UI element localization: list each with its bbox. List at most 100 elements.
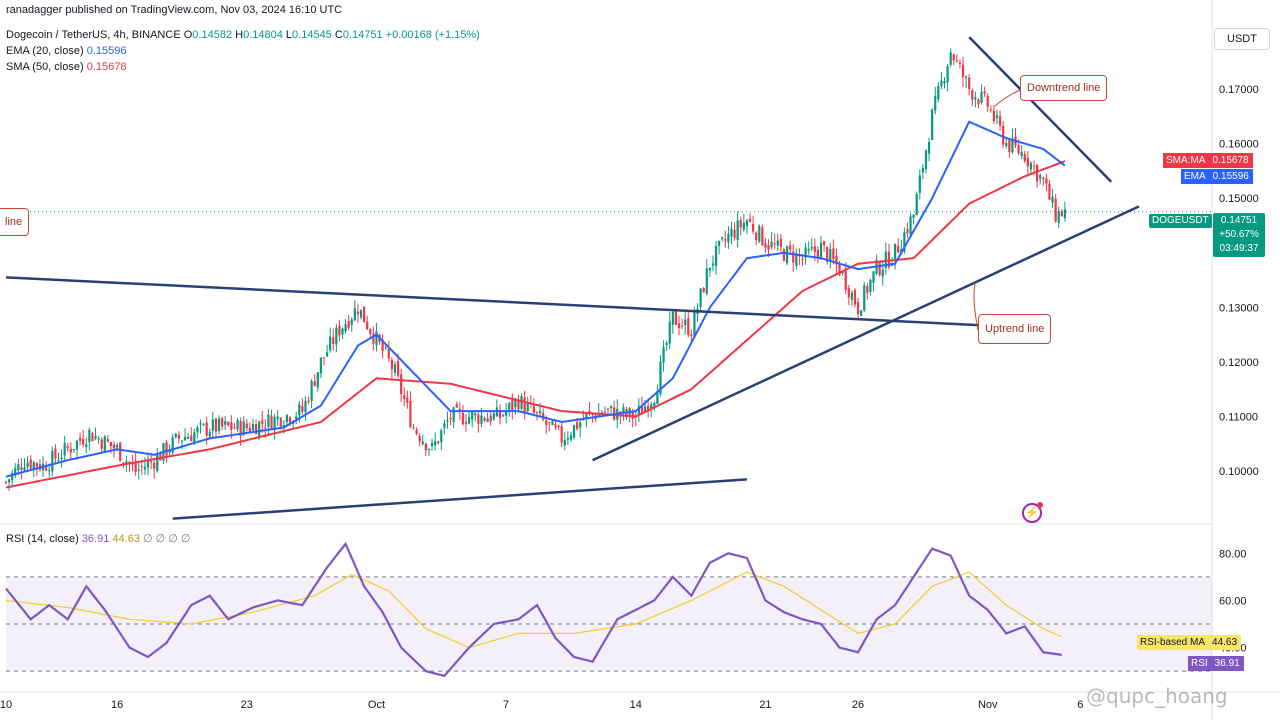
candle-body	[795, 253, 798, 266]
candle-body	[94, 435, 97, 439]
candle-body	[965, 76, 968, 79]
candle-body	[810, 247, 813, 249]
close-value: 0.14751	[342, 29, 383, 41]
candle-body	[687, 318, 690, 336]
doge-tag-timer: 03:49:37	[1219, 243, 1259, 254]
candle-body	[375, 331, 378, 345]
candle-body	[572, 425, 576, 438]
candle-body	[23, 467, 26, 471]
candle-body	[668, 321, 671, 344]
trendlines[interactable]	[5, 36, 1140, 520]
candle-body	[359, 309, 363, 318]
candle-body	[1008, 140, 1011, 153]
candle-body	[140, 466, 143, 468]
candle-body	[1057, 211, 1060, 223]
time-tick-label: 7	[503, 699, 509, 711]
candle-body	[532, 406, 536, 413]
currency-button[interactable]: USDT	[1214, 28, 1270, 50]
candle-body	[680, 325, 684, 327]
candle-body	[974, 97, 977, 100]
candle-body	[14, 468, 17, 476]
rsi-ma-line	[5, 571, 1063, 649]
candle-body	[122, 462, 125, 464]
candle-body	[66, 446, 69, 449]
candle-body	[887, 251, 891, 268]
candle-body	[304, 400, 307, 413]
sma-tag-value: 0.15678	[1208, 153, 1253, 168]
sma-label: SMA (50, close)	[6, 61, 84, 73]
rsi-value: 36.91	[81, 533, 110, 545]
candle-body	[350, 319, 353, 325]
uptrend-callout: Uptrend line	[978, 314, 1052, 344]
time-tick-label: Nov	[978, 699, 998, 711]
candle-body	[600, 412, 603, 414]
candle-body	[813, 246, 816, 252]
lightning-icon[interactable]: ⚡	[1022, 502, 1043, 523]
candle-body	[856, 302, 860, 314]
candle-body	[542, 412, 545, 420]
candle-body	[464, 421, 468, 424]
candle-body	[483, 417, 486, 421]
candle-body	[659, 361, 662, 395]
candle-body	[869, 279, 872, 293]
candle-body	[742, 222, 745, 230]
candle-body	[912, 214, 915, 218]
candle-body	[579, 422, 582, 428]
candle-body	[180, 440, 184, 442]
doge-tag-change: +50.67%	[1219, 229, 1259, 240]
sma-price-tag: SMA:MA 0.15678	[1163, 153, 1253, 168]
ema-legend: EMA (20, close) 0.15596	[6, 45, 126, 57]
candle-body	[381, 339, 384, 351]
candle-body	[915, 194, 918, 216]
candle-body	[267, 414, 270, 427]
axes: 0.100000.110000.120000.130000.140000.150…	[0, 84, 1259, 711]
candle-body	[341, 328, 344, 335]
candle-body	[792, 251, 795, 263]
rsi-tick-label: 60.00	[1219, 595, 1247, 607]
candle-body	[1002, 126, 1005, 145]
watermark: @qupc_hoang	[1086, 684, 1228, 708]
candle-body	[214, 418, 218, 432]
candle-body	[489, 415, 492, 422]
candle-body	[511, 399, 514, 410]
notification-dot	[1037, 502, 1043, 508]
candle-body	[72, 449, 76, 451]
candle-body	[705, 268, 708, 294]
candle-body	[718, 240, 721, 246]
candle-body	[307, 400, 310, 403]
candle-body	[258, 421, 261, 437]
sma-50-line	[5, 160, 1066, 489]
candle-body	[557, 425, 560, 428]
candle-body	[100, 439, 103, 449]
candle-body	[434, 441, 437, 446]
ema-tag-value: 0.15596	[1208, 169, 1253, 184]
candle-body	[217, 418, 221, 432]
candle-body	[1039, 175, 1042, 179]
candle-body	[471, 412, 474, 420]
high-value: 0.14804	[243, 29, 283, 41]
candle-body	[751, 223, 755, 232]
candle-body	[418, 435, 421, 442]
candle-body	[995, 115, 999, 119]
candle-body	[248, 428, 251, 432]
candle-body	[437, 441, 440, 444]
candle-body	[603, 411, 607, 413]
candle-body	[344, 324, 347, 332]
candle-body	[1020, 151, 1023, 156]
candle-body	[91, 432, 94, 442]
candle-body	[699, 288, 702, 307]
sma-tag-label: SMA:MA	[1163, 153, 1209, 168]
time-tick-label: 10	[0, 699, 12, 711]
candle-body	[927, 141, 931, 154]
candle-body	[576, 422, 579, 430]
candle-body	[171, 437, 174, 453]
candle-body	[989, 109, 992, 111]
candle-body	[767, 244, 770, 250]
high-label: H	[235, 29, 244, 41]
candle-body	[143, 466, 147, 470]
doge-price-tag: 0.14751 +50.67% 03:49:37	[1213, 213, 1265, 257]
candle-body	[363, 306, 366, 323]
candle-body	[591, 414, 594, 416]
